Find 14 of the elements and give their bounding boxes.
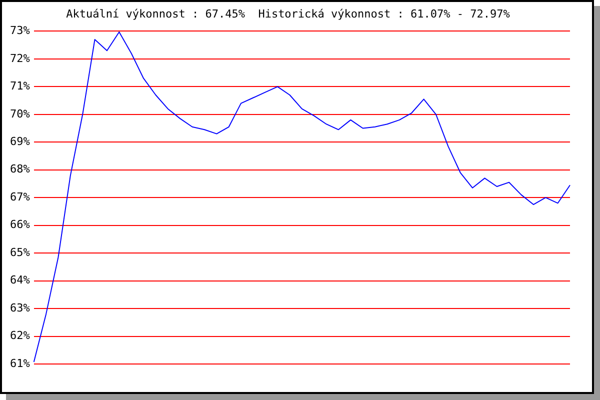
y-tick-label: 73% [10, 24, 30, 38]
y-tick-label: 65% [10, 246, 30, 259]
y-tick-label: 63% [10, 301, 30, 314]
y-tick-label: 71% [10, 80, 30, 93]
chart-title: Aktuální výkonnost : 67.45% Historická výkonnost : 61.07% - 72.97% [66, 7, 510, 20]
y-tick-label: 72% [10, 52, 30, 65]
y-tick-label: 67% [10, 190, 30, 204]
y-tick-label: 64% [10, 274, 30, 287]
y-tick-label: 69% [10, 134, 30, 148]
y-tick-label: 62% [10, 329, 30, 342]
y-tick-label: 66% [10, 218, 30, 232]
y-tick-label: 70% [10, 107, 30, 120]
y-tick-label: 68% [10, 162, 30, 176]
y-tick-label: 61% [10, 356, 30, 370]
